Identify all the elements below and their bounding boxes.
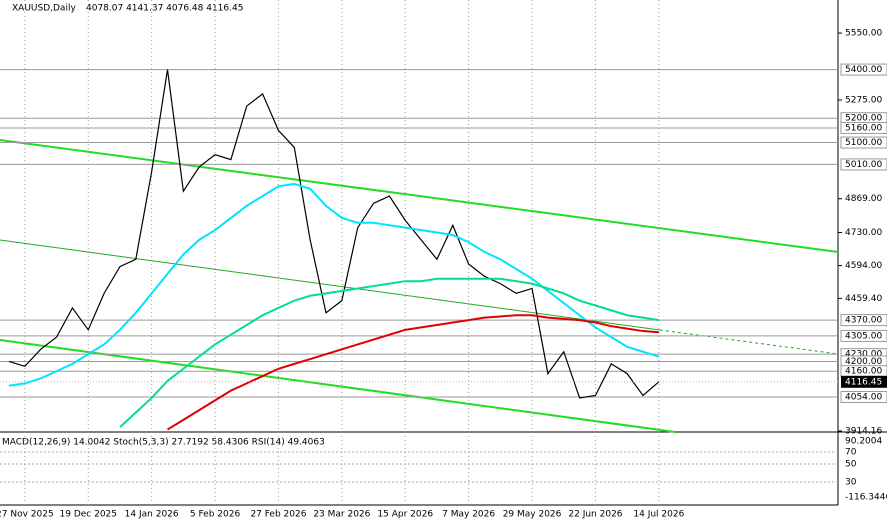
x-tick-label: 5 Feb 2026 bbox=[190, 510, 241, 520]
y-tick-label: 3914.16 bbox=[845, 426, 882, 436]
indicator-tick-label: 30 bbox=[845, 478, 857, 488]
level-label: 4230.00 bbox=[845, 350, 882, 360]
trend-line bbox=[0, 239, 661, 331]
level-label: 5010.00 bbox=[845, 160, 882, 170]
level-label: 4200.00 bbox=[845, 357, 882, 367]
last-price-box bbox=[841, 375, 887, 388]
x-tick-label: 27 Feb 2026 bbox=[250, 510, 306, 520]
symbol: XAUUSD,Daily bbox=[12, 4, 76, 14]
level-label: 4054.00 bbox=[845, 392, 882, 402]
level-label: 5400.00 bbox=[845, 65, 882, 75]
indicator-tick-label: 70 bbox=[845, 448, 857, 458]
level-label-box bbox=[840, 121, 887, 134]
indicator-label: MACD(12,26,9) 14.0042 Stoch(5,3,3) 27.71… bbox=[2, 438, 325, 448]
x-tick-label: 22 Jun 2026 bbox=[568, 510, 622, 520]
x-tick-label: 7 May 2026 bbox=[442, 510, 495, 520]
y-tick-label: 4594.00 bbox=[845, 261, 882, 271]
level-label-box bbox=[840, 390, 887, 403]
x-tick-label: 14 Jan 2026 bbox=[125, 510, 179, 520]
indicator-tick-label: 50 bbox=[845, 460, 857, 470]
trend-lines bbox=[0, 139, 839, 433]
y-tick-label: 4730.00 bbox=[845, 228, 882, 238]
level-label: 5200.00 bbox=[845, 114, 882, 124]
x-tick-label: 23 Mar 2026 bbox=[313, 510, 370, 520]
level-label: 4160.00 bbox=[845, 367, 882, 377]
indicator-tick-label: 90.2004 bbox=[845, 437, 882, 447]
indicator-tick-label: -116.3446 bbox=[845, 493, 887, 503]
y-tick-label: 5550.00 bbox=[845, 29, 882, 39]
level-label-box bbox=[840, 136, 887, 149]
level-label: 5160.00 bbox=[845, 123, 882, 133]
level-label: 5100.00 bbox=[845, 138, 882, 148]
y-tick-label: 4459.40 bbox=[845, 294, 882, 304]
trend-line bbox=[0, 339, 676, 433]
level-label-box bbox=[840, 329, 887, 342]
ohlc: 4078.07 4141.37 4076.48 4116.45 bbox=[86, 4, 243, 14]
series-line bbox=[8, 182, 660, 387]
y-tick-label: 4869.00 bbox=[845, 194, 882, 204]
level-label: 4370.00 bbox=[845, 316, 882, 326]
x-tick-label: 27 Nov 2025 bbox=[0, 510, 54, 520]
x-tick-label: 19 Dec 2025 bbox=[60, 510, 118, 520]
trend-line bbox=[0, 139, 839, 253]
x-tick-label: 14 Jul 2026 bbox=[633, 510, 684, 520]
x-tick-label: 15 Apr 2026 bbox=[377, 510, 433, 520]
last-price-label: 4116.45 bbox=[845, 377, 882, 387]
series-line bbox=[8, 69, 660, 399]
y-tick-label: 5275.00 bbox=[845, 95, 882, 105]
level-label: 4305.00 bbox=[845, 331, 882, 341]
level-label-box bbox=[840, 314, 887, 327]
x-tick-label: 29 May 2026 bbox=[503, 510, 562, 520]
level-label-box bbox=[840, 63, 887, 76]
level-label-box bbox=[840, 158, 887, 171]
series-line bbox=[119, 277, 660, 428]
